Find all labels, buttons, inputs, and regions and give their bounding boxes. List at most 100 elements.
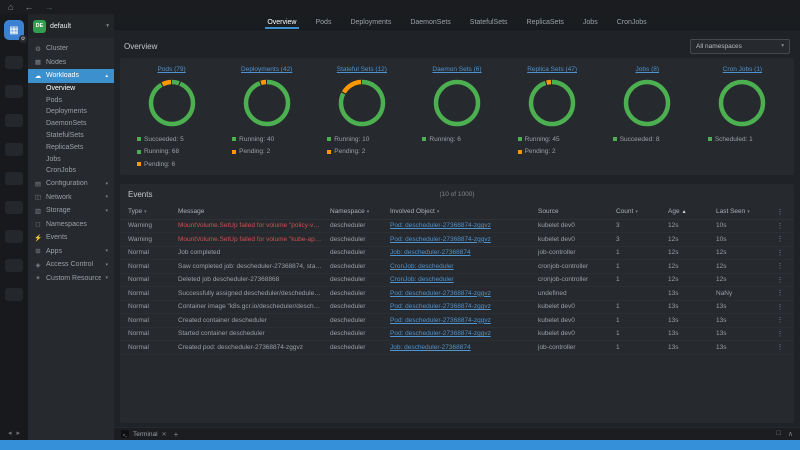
tab-deployments[interactable]: Deployments [350, 19, 392, 26]
sidebar-subitem-deployments[interactable]: Deployments [46, 108, 87, 116]
collapse-dock-icon[interactable]: ∧ [787, 431, 793, 438]
event-object-link[interactable]: Job: descheduler-27368874 [390, 249, 471, 257]
tab-jobs[interactable]: Jobs [582, 19, 598, 26]
kebab-menu-icon[interactable]: ⋮ [776, 276, 784, 284]
kebab-menu-icon[interactable]: ⋮ [776, 222, 784, 230]
sidebar-item-configuration[interactable]: ▤ Configuration ▾ [28, 177, 114, 191]
event-object-link[interactable]: CronJob: descheduler [390, 262, 454, 270]
column-header-namespace[interactable]: Namespace ▾ [330, 208, 382, 215]
forward-icon[interactable]: → [44, 1, 54, 12]
inactive-cluster-icon[interactable] [5, 288, 23, 301]
tab-pods[interactable]: Pods [315, 19, 332, 26]
add-terminal-icon[interactable]: + [173, 429, 179, 439]
chart-title-link[interactable]: Deployments (42) [241, 66, 293, 73]
chart-title-link[interactable]: Cron Jobs (1) [722, 66, 763, 73]
kebab-menu-icon[interactable]: ⋮ [776, 317, 784, 325]
sidebar-item-workloads[interactable]: ☁ Workloads ▴ [28, 69, 114, 83]
sidebar-subitem-daemonsets[interactable]: DaemonSets [46, 120, 87, 128]
sidebar-item-cluster[interactable]: ⚙ Cluster [28, 42, 114, 56]
kebab-menu-icon[interactable]: ⋮ [776, 263, 784, 271]
tab-overview[interactable]: Overview [265, 19, 299, 29]
active-cluster-icon[interactable]: ▦ ⚙ [4, 20, 27, 43]
chart-title-link[interactable]: Pods (79) [157, 66, 186, 73]
inactive-cluster-icon[interactable] [5, 230, 23, 243]
close-terminal-icon[interactable]: ✕ [161, 431, 167, 438]
event-type: Normal [128, 343, 149, 351]
kebab-menu-icon[interactable]: ⋮ [776, 249, 784, 257]
back-icon[interactable]: ← [24, 1, 34, 12]
inactive-cluster-icon[interactable] [5, 114, 23, 127]
event-object-link[interactable]: Pod: descheduler-27368874-zggvz [390, 235, 491, 243]
kebab-menu-icon[interactable]: ⋮ [776, 236, 784, 244]
chart-title-link[interactable]: Stateful Sets (12) [336, 66, 387, 73]
event-object-link[interactable]: Pod: descheduler-27368874-zggvz [390, 289, 491, 297]
cluster-switcher[interactable]: DE default ▾ [28, 14, 114, 38]
chart-title-link[interactable]: Replica Sets (47) [527, 66, 578, 73]
sidebar-subitem-cronjobs[interactable]: CronJobs [46, 167, 76, 175]
event-row[interactable]: Normal Created container descheduler des… [120, 314, 794, 328]
sidebar-item-events[interactable]: ⚡ Events [28, 231, 114, 245]
column-header-age[interactable]: Age ▲ [668, 208, 708, 215]
column-header-involved-object[interactable]: Involved Object ▾ [390, 208, 530, 215]
namespace-select[interactable]: All namespaces ▾ [690, 38, 790, 54]
event-object-link[interactable]: Job: descheduler-27368874 [390, 343, 471, 351]
inactive-cluster-icon[interactable] [5, 201, 23, 214]
column-header-last-seen[interactable]: Last Seen ▾ [716, 208, 766, 215]
column-header-count[interactable]: Count ▾ [616, 208, 660, 215]
kebab-menu-icon[interactable]: ⋮ [776, 208, 784, 216]
sidebar-subitem-pods[interactable]: Pods [46, 96, 62, 104]
inactive-cluster-icon[interactable] [5, 85, 23, 98]
tab-statefulsets[interactable]: StatefulSets [469, 19, 508, 26]
tab-replicasets[interactable]: ReplicaSets [526, 19, 564, 26]
event-object-link[interactable]: Pod: descheduler-27368874-zggvz [390, 316, 491, 324]
event-object-link[interactable]: Pod: descheduler-27368874-zggvz [390, 222, 491, 230]
sidebar-item-nodes[interactable]: ▦ Nodes [28, 56, 114, 70]
event-row[interactable]: Normal Saw completed job: descheduler-27… [120, 260, 794, 274]
tab-daemonsets[interactable]: DaemonSets [410, 19, 451, 26]
tab-cronjobs[interactable]: CronJobs [616, 19, 647, 26]
kebab-menu-icon[interactable]: ⋮ [776, 344, 784, 352]
event-row[interactable]: Normal Container image "k8s.gcr.io/desch… [120, 301, 794, 314]
event-row[interactable]: Normal Successfully assigned descheduler… [120, 287, 794, 301]
sidebar-subitem-replicasets[interactable]: ReplicaSets [46, 143, 84, 151]
event-object-link[interactable]: Pod: descheduler-27368874-zggvz [390, 330, 491, 338]
sidebar-subitem-statefulsets[interactable]: StatefulSets [46, 132, 84, 140]
event-row[interactable]: Normal Started container descheduler des… [120, 328, 794, 341]
inactive-cluster-icon[interactable] [5, 143, 23, 156]
event-row[interactable]: Normal Job completed descheduler Job: de… [120, 247, 794, 260]
expand-dock-icon[interactable]: □ [776, 430, 781, 437]
inactive-cluster-icon[interactable] [5, 172, 23, 185]
event-row[interactable]: Normal Deleted job descheduler-27368868 … [120, 274, 794, 287]
event-object-link[interactable]: Pod: descheduler-27368874-zggvz [390, 303, 491, 311]
rail-next-icon[interactable]: ▸ [16, 430, 21, 437]
sidebar-item-namespaces[interactable]: ◻ Namespaces [28, 217, 114, 231]
event-object-link[interactable]: CronJob: descheduler [390, 276, 454, 284]
terminal-tab[interactable]: Terminal [133, 430, 158, 438]
sidebar-subitem-jobs[interactable]: Jobs [46, 155, 61, 163]
chart-legend: Running: 40 Pending: 2 [219, 133, 314, 158]
rail-prev-icon[interactable]: ◂ [7, 430, 12, 437]
sidebar-item-custom-resources[interactable]: ✶ Custom Resources ▾ [28, 271, 114, 285]
inactive-cluster-icon[interactable] [5, 56, 23, 69]
sidebar-item-network[interactable]: ◫ Network ▾ [28, 190, 114, 204]
column-header-message[interactable]: Message [178, 208, 322, 215]
sidebar-subitem-overview[interactable]: Overview [46, 84, 76, 92]
event-row[interactable]: Normal Created pod: descheduler-27368874… [120, 341, 794, 355]
column-header-source[interactable]: Source [538, 208, 608, 215]
sidebar-item-apps[interactable]: ⊞ Apps ▾ [28, 244, 114, 258]
kebab-menu-icon[interactable]: ⋮ [776, 330, 784, 338]
chart-title-link[interactable]: Jobs (8) [635, 66, 660, 73]
sidebar-item-icon: ✶ [35, 275, 41, 283]
event-row[interactable]: Warning MountVolume.SetUp failed for vol… [120, 233, 794, 247]
home-icon[interactable]: ⌂ [8, 1, 14, 12]
kebab-menu-icon[interactable]: ⋮ [776, 303, 784, 311]
kebab-menu-icon[interactable]: ⋮ [776, 290, 784, 298]
event-message: Started container descheduler [178, 330, 265, 338]
cluster-settings-gear-icon[interactable]: ⚙ [19, 35, 27, 43]
sidebar-item-access-control[interactable]: ◈ Access Control ▾ [28, 258, 114, 272]
sidebar-item-storage[interactable]: ▥ Storage ▾ [28, 204, 114, 218]
column-header-type[interactable]: Type ▾ [128, 208, 170, 215]
chart-title-link[interactable]: Daemon Sets (6) [432, 66, 482, 73]
event-row[interactable]: Warning MountVolume.SetUp failed for vol… [120, 220, 794, 233]
inactive-cluster-icon[interactable] [5, 259, 23, 272]
